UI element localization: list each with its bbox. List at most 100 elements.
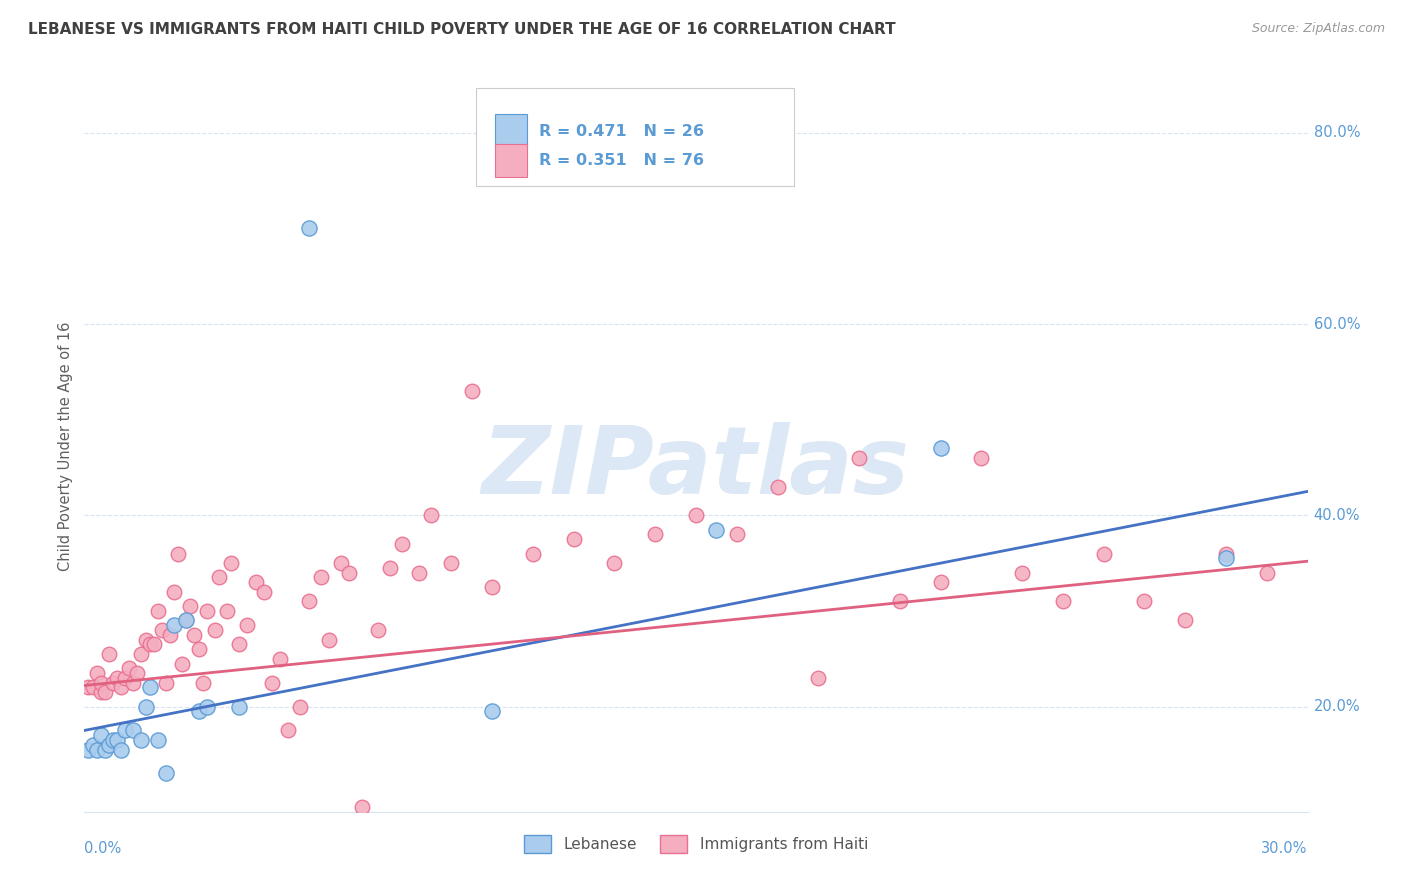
Point [146, 733, 169, 747]
Y-axis label: Child Poverty Under the Age of 16: Child Poverty Under the Age of 16 [58, 321, 73, 571]
Point [367, 623, 389, 637]
Point [118, 661, 141, 675]
Point [766, 480, 789, 494]
Text: 80.0%: 80.0% [1313, 126, 1360, 140]
Text: 30.0%: 30.0% [1261, 841, 1308, 856]
Point [228, 699, 250, 714]
Point [277, 723, 299, 738]
Point [1215, 547, 1237, 561]
Text: ZIPatlas: ZIPatlas [482, 422, 910, 514]
Point [187, 642, 209, 657]
Point [195, 604, 218, 618]
Point [481, 580, 503, 594]
Point [380, 561, 402, 575]
Point [260, 675, 283, 690]
Point [183, 628, 205, 642]
Point [172, 657, 194, 671]
Point [174, 614, 197, 628]
Text: R = 0.471   N = 26: R = 0.471 N = 26 [540, 124, 704, 138]
Point [122, 723, 145, 738]
Point [1052, 594, 1074, 608]
Point [114, 671, 136, 685]
Point [90, 675, 112, 690]
Point [122, 675, 145, 690]
Point [142, 637, 165, 651]
Text: R = 0.351   N = 76: R = 0.351 N = 76 [540, 153, 704, 168]
Point [127, 666, 149, 681]
FancyBboxPatch shape [495, 144, 527, 178]
Point [93, 742, 115, 756]
Point [82, 681, 104, 695]
FancyBboxPatch shape [475, 87, 794, 186]
Point [174, 614, 197, 628]
Point [685, 508, 707, 523]
Point [330, 556, 353, 570]
Point [1256, 566, 1278, 580]
Point [146, 604, 169, 618]
Point [562, 533, 585, 547]
Text: 0.0%: 0.0% [84, 841, 121, 856]
Point [159, 628, 181, 642]
Point [481, 704, 503, 718]
Point [135, 699, 157, 714]
Point [195, 699, 218, 714]
FancyBboxPatch shape [495, 114, 527, 148]
Point [1215, 551, 1237, 566]
Point [131, 733, 153, 747]
Point [167, 547, 190, 561]
Point [420, 508, 443, 523]
Point [253, 584, 276, 599]
Point [461, 384, 484, 398]
Point [138, 637, 160, 651]
Text: LEBANESE VS IMMIGRANTS FROM HAITI CHILD POVERTY UNDER THE AGE OF 16 CORRELATION : LEBANESE VS IMMIGRANTS FROM HAITI CHILD … [28, 22, 896, 37]
Point [889, 594, 911, 608]
Point [522, 547, 544, 561]
Point [603, 556, 626, 570]
Point [82, 738, 104, 752]
Point [204, 623, 226, 637]
Point [155, 675, 177, 690]
Point [350, 800, 373, 814]
Legend: Lebanese, Immigrants from Haiti: Lebanese, Immigrants from Haiti [517, 829, 875, 859]
Point [1133, 594, 1156, 608]
Point [101, 675, 124, 690]
Point [408, 566, 430, 580]
Point [138, 681, 160, 695]
Point [318, 632, 340, 647]
Point [245, 575, 267, 590]
Point [90, 685, 112, 699]
Point [131, 647, 153, 661]
Point [298, 221, 321, 235]
Point [644, 527, 666, 541]
Point [187, 704, 209, 718]
Point [391, 537, 413, 551]
Point [150, 623, 173, 637]
Point [110, 681, 132, 695]
Point [110, 742, 132, 756]
Point [93, 685, 115, 699]
Point [135, 632, 157, 647]
Point [77, 681, 100, 695]
Text: 60.0%: 60.0% [1313, 317, 1360, 332]
Point [77, 742, 100, 756]
Point [1092, 547, 1115, 561]
Point [309, 570, 332, 584]
Point [97, 647, 120, 661]
Point [929, 442, 952, 456]
Text: Source: ZipAtlas.com: Source: ZipAtlas.com [1251, 22, 1385, 36]
Text: 20.0%: 20.0% [1313, 699, 1361, 714]
Point [105, 671, 128, 685]
Point [236, 618, 259, 632]
Point [208, 570, 231, 584]
Point [97, 738, 120, 752]
Point [807, 671, 830, 685]
Point [269, 651, 291, 665]
Point [219, 556, 242, 570]
Point [179, 599, 201, 614]
Point [298, 594, 321, 608]
Point [929, 575, 952, 590]
Point [1174, 614, 1197, 628]
Point [163, 618, 186, 632]
Text: 40.0%: 40.0% [1313, 508, 1360, 523]
Point [970, 450, 993, 465]
